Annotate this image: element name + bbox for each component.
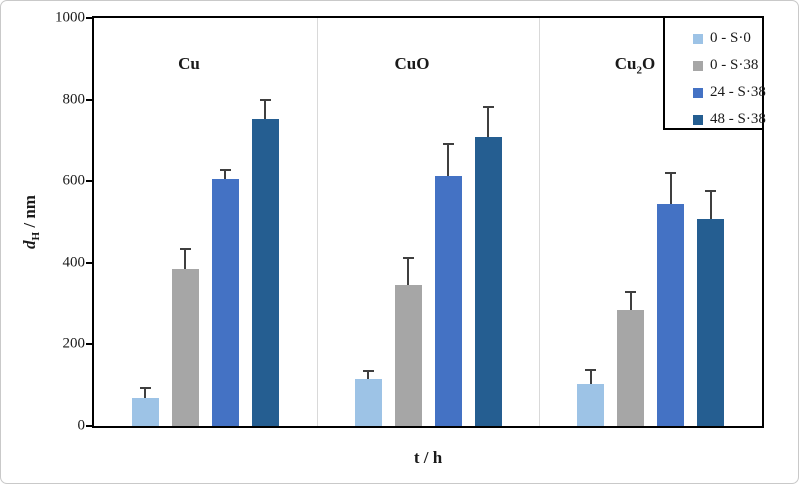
- error-bar: [224, 170, 227, 180]
- error-bar-cap: [139, 387, 151, 390]
- y-tick-mark: [86, 261, 93, 264]
- error-bar-cap: [665, 172, 677, 175]
- error-bar: [669, 173, 672, 204]
- error-bar: [487, 106, 489, 138]
- error-bar-cap: [585, 368, 597, 371]
- legend-swatch-series-3: [693, 87, 703, 98]
- bar-24-S·38-Cu: [211, 179, 239, 426]
- y-tick-label: 800: [62, 91, 86, 108]
- bar-0-S·38-CuO: [394, 285, 422, 426]
- error-bar-cap: [362, 369, 374, 372]
- legend-label: 48 - S·38: [710, 111, 766, 127]
- x-axis-title: t / h: [413, 448, 443, 467]
- bar-48-S·38-CuO: [474, 137, 502, 426]
- error-bar-cap: [219, 169, 231, 172]
- legend-swatch-series-2: [693, 60, 703, 71]
- panel-divider: [316, 18, 318, 426]
- legend-item: 0 - S·38: [665, 52, 762, 79]
- legend: 0 - S·0 0 - S·38 24 - S·38 48 - S·38: [663, 16, 766, 133]
- y-tick-label: 400: [62, 254, 86, 271]
- error-bar: [709, 191, 712, 219]
- group-label-cu: Cu: [178, 54, 200, 73]
- legend-swatch-series-4: [693, 114, 703, 125]
- plot-area: Cu CuO Cu2O 0 - S·0 0 - S·38 24 - S·38 4…: [92, 16, 766, 428]
- error-bar: [264, 100, 267, 119]
- legend-label: 0 - S·38: [710, 57, 759, 73]
- y-tick-mark: [86, 343, 93, 346]
- bar-48-S·38-Cu: [251, 118, 279, 426]
- bar-0-S·0-Cu2O: [577, 383, 605, 426]
- error-bar-cap: [482, 105, 494, 108]
- error-bar: [144, 388, 147, 399]
- y-tick-mark: [86, 98, 93, 101]
- y-tick-label: 1000: [55, 9, 85, 26]
- error-bar-cap: [259, 99, 271, 102]
- error-bar: [447, 144, 449, 177]
- y-tick-label: 0: [77, 417, 86, 434]
- bar-48-S·38-Cu2O: [697, 218, 725, 426]
- y-tick-label: 200: [62, 335, 86, 352]
- error-bar: [367, 370, 369, 380]
- bar-0-S·0-CuO: [354, 379, 382, 426]
- error-bar: [407, 257, 409, 286]
- error-bar-cap: [179, 247, 191, 250]
- legend-item: 48 - S·38: [665, 106, 766, 133]
- error-bar-cap: [625, 291, 637, 294]
- bar-0-S·38-Cu: [171, 268, 199, 426]
- error-bar: [589, 369, 592, 384]
- y-tick-mark: [86, 17, 93, 19]
- error-bar: [629, 292, 632, 310]
- legend-label: 24 - S·38: [710, 84, 766, 100]
- legend-swatch-series-1: [693, 33, 703, 44]
- bar-0-S·38-Cu2O: [617, 309, 645, 426]
- y-tick-label: 600: [62, 172, 86, 189]
- bar-24-S·38-CuO: [434, 176, 462, 426]
- y-axis-title: dH / nm: [19, 195, 43, 249]
- bar-0-S·0-Cu: [131, 398, 159, 426]
- group-label-cu2o: Cu2O: [614, 54, 656, 77]
- error-bar-cap: [442, 143, 454, 146]
- bar-24-S·38-Cu2O: [657, 203, 685, 426]
- y-tick-mark: [86, 180, 93, 183]
- legend-label: 0 - S·0: [710, 30, 751, 46]
- error-bar: [184, 248, 187, 269]
- legend-item: 0 - S·0: [665, 25, 762, 52]
- y-tick-mark: [86, 425, 93, 427]
- error-bar-cap: [705, 190, 717, 192]
- error-bar-cap: [402, 256, 414, 259]
- legend-item: 24 - S·38: [665, 79, 766, 106]
- group-label-cuo: CuO: [394, 54, 430, 73]
- panel-divider: [539, 18, 541, 426]
